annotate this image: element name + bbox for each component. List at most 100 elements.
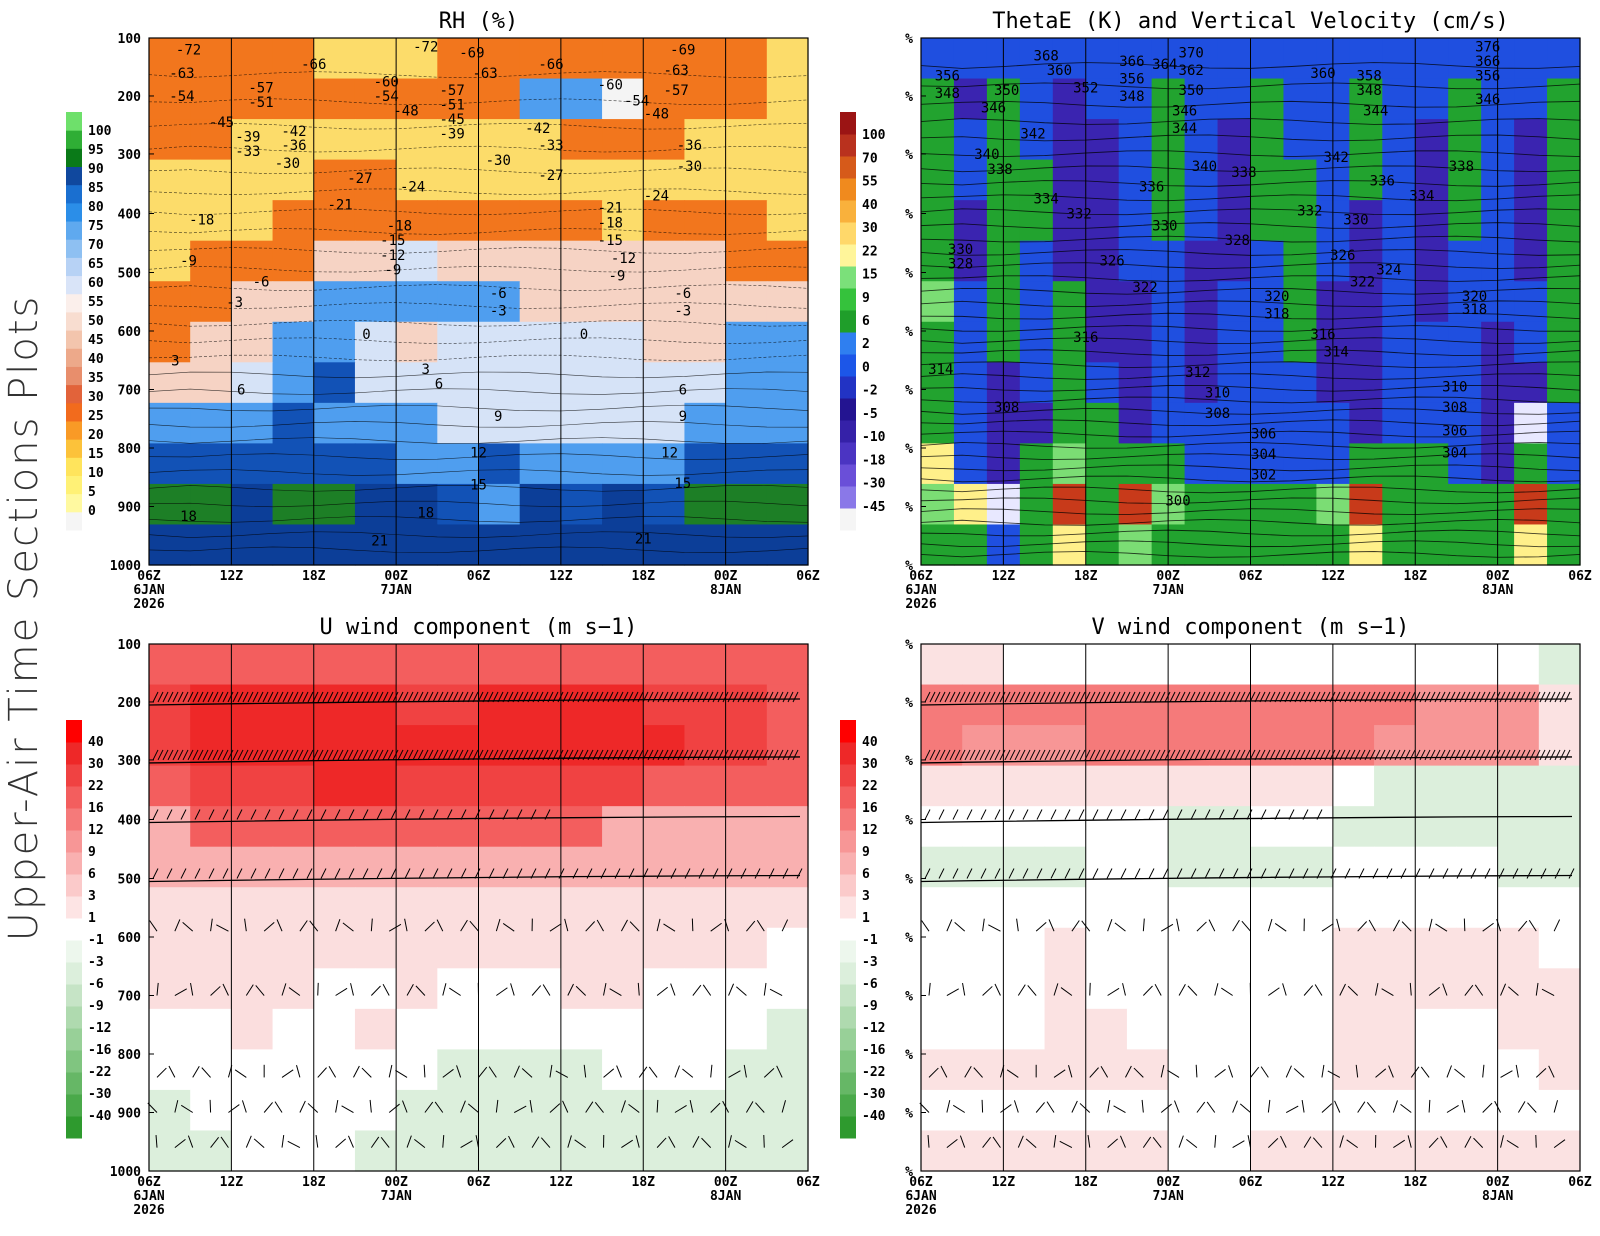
u-barb-tick [777,691,784,703]
v-barb-tick [1014,691,1021,703]
u-barb-shaft [148,815,801,824]
rh-y-tick: 500 [118,267,142,282]
v-barb-tick [1120,868,1127,879]
u-barb-tick [447,691,454,703]
thetae-colorbar-swatch [840,266,856,289]
v-barb-tick [969,749,976,761]
u-barb [149,920,158,932]
v-barb-tick [1294,691,1301,703]
rh-cell [354,281,397,323]
u-barb-tick [437,691,444,703]
v-cell [962,1130,1004,1172]
u-barb-tick [362,868,369,879]
v-cell [1209,725,1252,767]
v-barb-tick [1199,691,1206,703]
v-cell [1538,1130,1581,1172]
thetae-contour-label: 322 [1350,274,1375,290]
thetae-cell [1349,38,1383,80]
v-cell [1538,725,1581,767]
u-barb [629,921,640,932]
v-cell [1209,927,1252,969]
u-colorbar-swatch [66,874,82,897]
v-barb [1208,919,1216,932]
rh-contour-label: -30 [275,156,300,172]
rh-cell [190,78,232,120]
v-barb-tick [1218,809,1225,820]
thetae-cell [1118,200,1153,242]
u-cell [313,1008,356,1050]
v-barb [1339,1135,1344,1148]
thetae-cell [1514,362,1548,404]
v-barb-tick [1524,749,1531,761]
u-barb-tick [507,749,514,761]
thetae-cell [953,240,988,282]
u-barb-tick [537,749,544,761]
rh-x-date: 6JAN [133,583,164,598]
v-barb-tick [1469,691,1476,703]
v-barb-tick [1514,749,1521,761]
v-barb-tick [1224,749,1231,761]
thetae-cell [1382,362,1416,404]
rh-contour-label: -9 [180,254,197,270]
u-cell [396,1049,438,1091]
v-barb-tick [1232,868,1239,879]
v-barb-tick [1239,691,1246,703]
u-barb [495,1099,499,1113]
v-barb-tick [1129,749,1136,761]
thetae-cell [1118,240,1153,282]
u-barb [296,1065,301,1078]
v-barb-tick [1394,749,1401,761]
v-barb-tick [1129,691,1136,703]
v-cell [1291,846,1334,888]
u-barb-tick [157,749,164,761]
u-barb [668,1136,676,1148]
u-barb-shaft [148,874,801,883]
v-barb-tick [974,691,981,703]
u-cell [190,765,232,807]
u-cell [396,1008,438,1050]
v-barb-tick [1244,749,1251,761]
v-colorbar-label: -6 [862,977,878,992]
u-cell [231,765,274,807]
v-barb-tick [1414,691,1421,703]
u-colorbar-label: -16 [88,1043,112,1058]
v-barb-tick [1274,749,1281,761]
v-barb [1187,985,1198,996]
rh-cell [725,119,768,161]
rh-cell [725,281,768,323]
rh-cell [149,443,191,485]
v-barb-tick [1442,868,1449,879]
v-barb [1528,919,1537,932]
v-barb [1053,1135,1057,1148]
v-x-tick: 18Z [1404,1175,1428,1190]
thetae-cell [921,38,955,80]
u-colorbar-label: -40 [88,1109,112,1124]
rh-cell [396,321,438,363]
v-barb-tick [1050,868,1057,879]
v-x-year: 2026 [905,1203,936,1218]
u-cell [643,765,686,807]
thetae-contour-label: 320 [1462,289,1487,305]
u-barb [513,1065,520,1078]
v-barb-tick [1479,691,1486,703]
u-barb-tick [702,691,709,703]
v-y-tick: % [905,873,913,888]
u-cell [149,887,191,929]
u-cell [272,765,315,807]
u-cell [272,806,315,848]
thetae-cell [1514,159,1548,201]
u-cell [231,927,274,969]
rh-colorbar-label: 100 [88,124,112,139]
v-barb-tick [1464,749,1471,761]
thetae-cell [1415,240,1449,282]
v-cell [1291,927,1334,969]
u-barb-tick [757,749,764,761]
rh-cell [272,443,315,485]
v-barb [1221,987,1233,996]
rh-colorbar-label: 25 [88,409,104,424]
rh-cell [725,200,768,242]
v-barb-tick [1159,691,1166,703]
v-barb-tick [1349,749,1356,761]
v-barb [1280,1135,1287,1148]
v-barb [994,983,1001,996]
